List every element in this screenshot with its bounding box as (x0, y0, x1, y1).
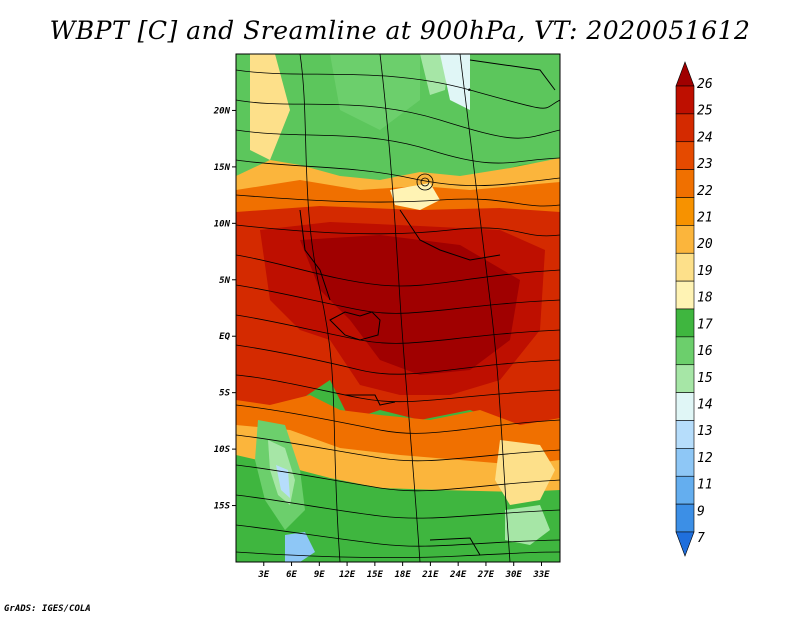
colorbar-swatch (675, 503, 695, 533)
colorbar-label: 25 (697, 104, 713, 119)
colorbar-swatch (675, 61, 695, 87)
lat-tick-label: 10N (214, 219, 231, 229)
longitude-axis: 3E 6E 9E 12E 15E 18E 21E 24E 27E 30E 33E (257, 562, 550, 580)
colorbar-label: 14 (697, 397, 713, 412)
lat-tick-label: 10S (214, 445, 231, 455)
latitude-axis: 20N 15N 10N 5N EQ 5S 10S 15S (213, 106, 236, 512)
lat-tick-label: 15N (214, 163, 231, 173)
colorbar-swatch (675, 475, 695, 505)
lat-tick-label: 5S (219, 389, 230, 399)
colorbar-label: 17 (697, 317, 713, 332)
colorbar-swatch (675, 448, 695, 477)
colorbar-label: 9 (697, 504, 705, 519)
colorbar-swatch (675, 197, 695, 226)
colorbar-swatch (675, 420, 695, 449)
lon-tick-label: 15E (367, 570, 384, 580)
colorbar-label: 24 (697, 130, 713, 145)
colorbar-label: 23 (697, 157, 713, 172)
colorbar-label: 11 (697, 478, 713, 493)
lon-tick-label: 30E (505, 570, 523, 580)
map-frame (235, 53, 561, 563)
colorbar-label: 7 (697, 531, 705, 546)
country-borders (299, 59, 556, 556)
colorbar-label: 15 (697, 371, 713, 386)
credit-text: GrADS: IGES/COLA (4, 604, 91, 614)
colorbar-swatch (675, 531, 695, 557)
lat-tick-label: 15S (214, 502, 231, 512)
lon-tick-label: 24E (449, 570, 467, 580)
lat-tick-label: 5N (219, 276, 230, 286)
colorbar-swatch (675, 308, 695, 338)
colorbar-swatch (675, 169, 695, 198)
streamlines (236, 54, 560, 562)
lon-tick-label: 6E (286, 570, 297, 580)
colorbar-label: 18 (697, 291, 713, 306)
lon-tick-label: 27E (477, 570, 495, 580)
lat-tick-label: EQ (219, 332, 230, 342)
wbpt-field (236, 54, 560, 562)
lon-tick-label: 21E (421, 570, 439, 580)
colorbar-swatch (675, 141, 695, 170)
colorbar-label: 21 (697, 211, 713, 226)
colorbar-swatch (675, 280, 695, 310)
lon-tick-label: 18E (394, 570, 411, 580)
lon-tick-label: 12E (339, 570, 356, 580)
lon-tick-label: 33E (532, 570, 550, 580)
colorbar-label: 13 (697, 424, 713, 439)
colorbar-label: 19 (697, 264, 713, 279)
chart-title: WBPT [C] and Sreamline at 900hPa, VT: 20… (49, 16, 751, 45)
colorbar-swatch (675, 225, 695, 254)
colorbar-label: 20 (697, 237, 713, 252)
lon-tick-label: 3E (257, 570, 269, 580)
colorbar-label: 26 (697, 77, 713, 92)
colorbar-swatch (675, 364, 695, 393)
colorbar-label: 16 (697, 344, 713, 359)
colorbar-swatch (675, 392, 695, 421)
colorbar-label: 12 (697, 451, 713, 466)
lon-tick-label: 9E (314, 570, 325, 580)
colorbar: 26 25 24 23 22 21 20 19 18 17 16 15 14 13 12 11 9 7 (675, 61, 713, 557)
lat-tick-label: 20N (213, 106, 231, 116)
colorbar-label: 22 (697, 184, 713, 199)
colorbar-swatch (675, 252, 695, 282)
colorbar-swatch (675, 85, 695, 115)
colorbar-swatch (675, 336, 695, 366)
colorbar-swatch (675, 113, 695, 143)
